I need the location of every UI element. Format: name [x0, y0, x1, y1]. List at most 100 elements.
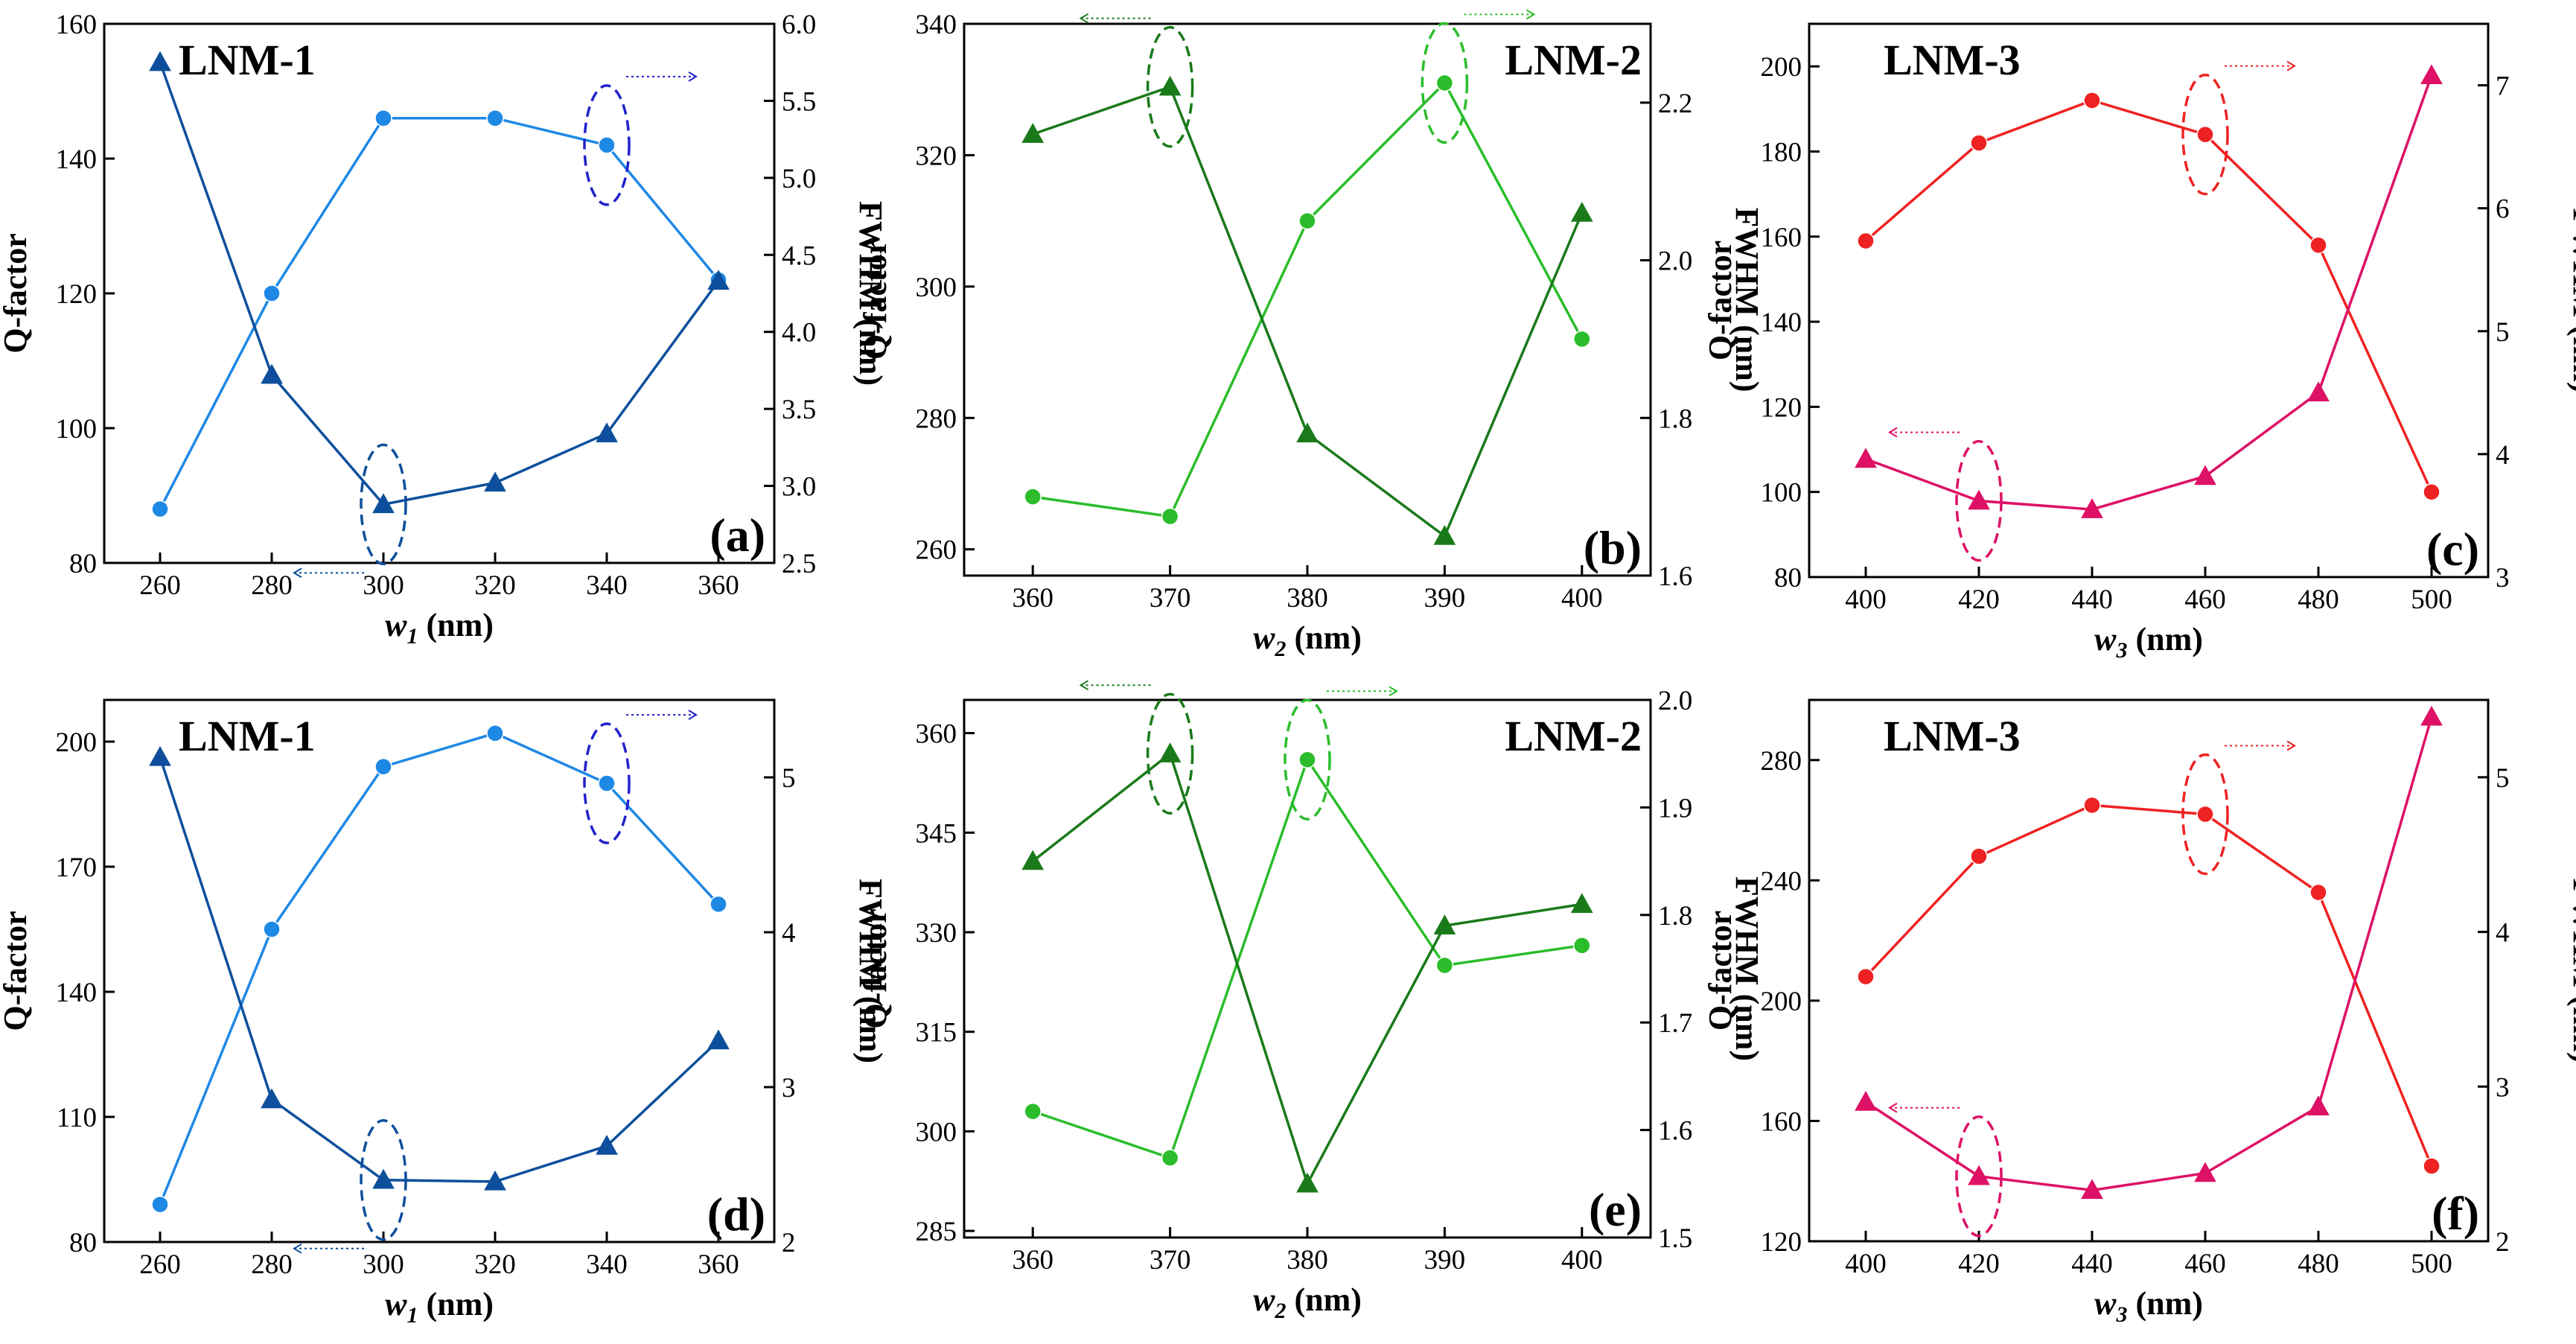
highlight-ellipse	[2181, 753, 2229, 876]
fwhm-point	[484, 1170, 506, 1191]
y-tick-label: 100	[1761, 478, 1802, 509]
q-factor-point	[1970, 134, 1988, 152]
fwhm-point	[1433, 525, 1456, 545]
panel-title: LNM-2	[1505, 36, 1642, 84]
fwhm-point	[1570, 893, 1593, 914]
x-tick-label: 320	[474, 1249, 516, 1280]
q-factor-point	[598, 136, 616, 154]
axis-arrowhead	[2286, 740, 2296, 751]
x-tick-label: 360	[698, 1249, 739, 1280]
fwhm-point	[2420, 64, 2443, 85]
y-tick-label: 160	[1761, 1106, 1802, 1137]
y-tick-label: 160	[1761, 223, 1802, 253]
y-tick-label: 345	[916, 818, 957, 849]
plot-frame	[103, 22, 776, 564]
panel-letter: (b)	[1584, 521, 1642, 574]
fwhm-point	[149, 51, 171, 71]
x-tick-label: 280	[251, 570, 293, 601]
panel-title: LNM-3	[1884, 36, 2021, 84]
y-tick-label: 200	[1761, 987, 1802, 1017]
y-tick-label: 340	[916, 10, 957, 40]
y-tick-label: 140	[56, 978, 98, 1008]
q-factor-point	[263, 920, 281, 938]
fwhm-point	[596, 1135, 618, 1155]
axis-arrowhead	[1888, 1102, 1898, 1113]
panel-title: LNM-3	[1884, 712, 2021, 760]
y2-tick-label: 4.0	[782, 318, 816, 348]
highlight-ellipse	[1146, 692, 1194, 815]
fwhm-point	[707, 1029, 730, 1050]
x-axis-label: w3 (nm)	[2094, 621, 2203, 663]
x-tick-label: 400	[1845, 585, 1887, 615]
q-factor-point	[151, 1195, 169, 1214]
highlight-ellipse	[1421, 22, 1469, 144]
q-factor-point	[1024, 1102, 1042, 1121]
q-factor-point	[2309, 883, 2327, 902]
x-tick-label: 500	[2411, 1249, 2452, 1279]
fwhm-line	[1865, 74, 2433, 511]
x-axis-label: w1 (nm)	[385, 607, 494, 649]
y-tick-label: 140	[56, 144, 98, 175]
panel-c: 400 420 440 460 480 500 80 100 120 140 160 180 200 3 4…	[1702, 22, 2576, 663]
axis-arrowhead	[688, 710, 698, 720]
plot-frame	[1808, 22, 2490, 579]
y2-tick-label: 1.9	[1658, 793, 1692, 824]
x-tick-label: 400	[1561, 583, 1603, 614]
y2-tick-label: 6.0	[782, 10, 816, 40]
y2-tick-label: 1.5	[1658, 1223, 1692, 1254]
fwhm-point	[2081, 1179, 2103, 1200]
q-factor-point	[1857, 232, 1875, 250]
highlight-ellipse	[583, 722, 631, 844]
fwhm-point	[2194, 465, 2216, 485]
y2-tick-label: 1.6	[1658, 561, 1692, 592]
y2-tick-label: 2.2	[1658, 89, 1692, 119]
x-tick-label: 300	[363, 570, 404, 601]
x-tick-label: 460	[2184, 585, 2226, 615]
y2-tick-label: 2.5	[782, 549, 816, 579]
x-tick-label: 440	[2071, 585, 2113, 615]
panel-letter: (a)	[710, 509, 765, 561]
y2-tick-label: 2	[2496, 1227, 2510, 1258]
panel-title: LNM-2	[1505, 712, 1642, 760]
q-factor-point	[1161, 507, 1179, 526]
q-factor-point	[2083, 92, 2101, 109]
highlight-ellipse	[1955, 439, 2003, 562]
x-tick-label: 300	[363, 1249, 404, 1280]
fwhm-point	[2420, 705, 2443, 726]
y-tick-label: 320	[916, 141, 957, 171]
q-factor-line	[1032, 80, 1584, 518]
y-axis-label: Q-factor	[857, 908, 893, 1028]
y-tick-label: 200	[1761, 52, 1802, 83]
x-tick-label: 400	[1845, 1249, 1887, 1279]
q-factor-point	[1298, 211, 1316, 230]
panel-letter: (f)	[2432, 1187, 2479, 1240]
y-tick-label: 170	[56, 853, 98, 883]
x-tick-label: 360	[1012, 583, 1053, 614]
x-tick-label: 360	[698, 570, 739, 601]
y-tick-label: 315	[916, 1018, 957, 1048]
y2-tick-label: 4	[2496, 918, 2510, 949]
x-tick-label: 420	[1958, 585, 2000, 615]
q-factor-point	[1970, 847, 1988, 865]
y2-tick-label: 5.5	[782, 86, 816, 117]
axis-arrowhead	[1079, 13, 1089, 24]
q-factor-point	[1161, 1149, 1179, 1167]
fwhm-point	[372, 493, 395, 514]
panel-title: LNM-1	[179, 36, 316, 84]
q-factor-point	[2423, 1157, 2440, 1175]
y-tick-label: 300	[916, 1117, 957, 1147]
y-tick-label: 120	[1761, 1227, 1802, 1258]
y2-tick-label: 3.5	[782, 395, 816, 425]
y-tick-label: 280	[916, 404, 957, 434]
y-tick-label: 80	[69, 1228, 97, 1258]
x-tick-label: 420	[1958, 1249, 2000, 1279]
y2-tick-label: 3	[782, 1073, 796, 1103]
highlight-ellipse	[360, 443, 407, 566]
y2-tick-label: 3	[2496, 1072, 2510, 1103]
q-factor-point	[374, 109, 392, 127]
fwhm-line	[1865, 716, 2433, 1192]
y-tick-label: 140	[1761, 308, 1802, 338]
x-tick-label: 480	[2298, 1249, 2339, 1279]
plot-frame	[1808, 698, 2490, 1243]
